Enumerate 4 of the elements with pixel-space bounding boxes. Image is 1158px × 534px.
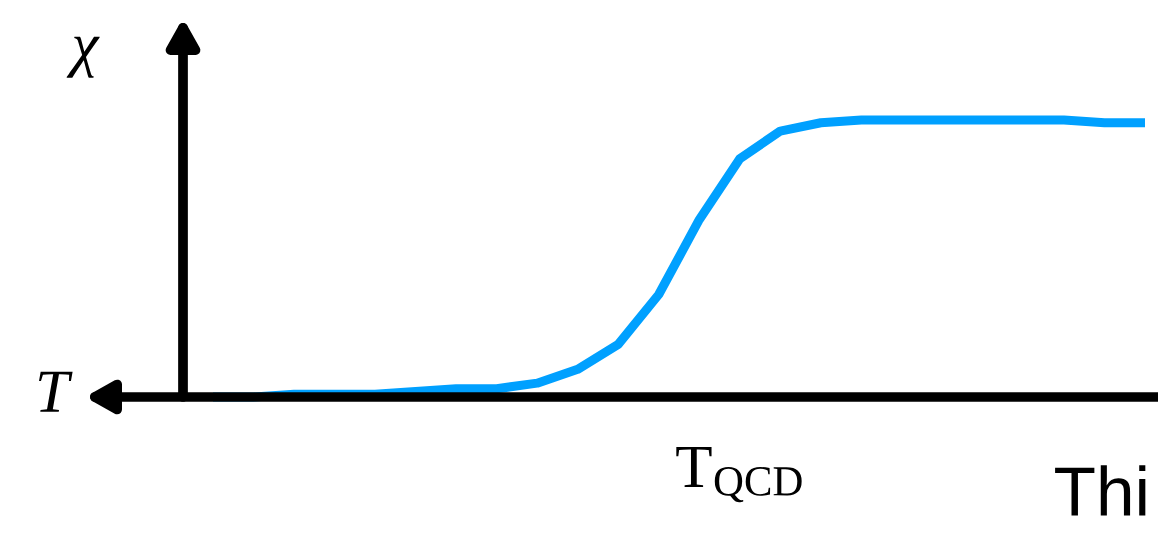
y-axis-title: χ [66, 36, 100, 78]
x-axis-title: T [39, 371, 73, 412]
text: T$_{QCD}$ [676, 446, 802, 503]
text: Thi [1055, 465, 1146, 516]
